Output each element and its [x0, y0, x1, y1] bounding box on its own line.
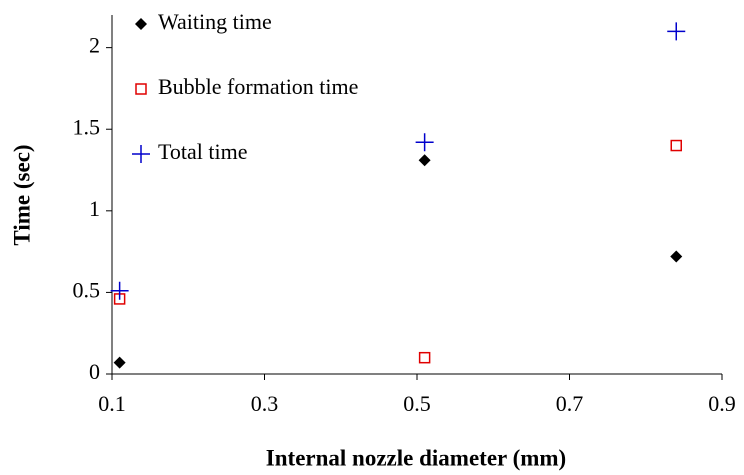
x-tick-label: 0.9 — [708, 391, 736, 416]
point — [113, 356, 126, 369]
y-tick-label: 0.5 — [73, 277, 101, 302]
y-axis-label: Time (sec) — [9, 144, 34, 245]
x-tick-label: 0.3 — [251, 391, 279, 416]
y-tick-label: 0 — [89, 359, 100, 384]
y-tick-label: 1 — [89, 196, 100, 221]
point — [667, 22, 686, 41]
legend-label: Waiting time — [158, 9, 272, 34]
y-tick-label: 1.5 — [73, 114, 101, 139]
x-tick-label: 0.1 — [98, 391, 126, 416]
legend-label: Bubble formation time — [158, 74, 358, 99]
point — [110, 281, 129, 300]
point — [418, 154, 431, 167]
point — [415, 133, 434, 152]
legend-marker — [132, 145, 150, 163]
point — [418, 351, 431, 364]
y-tick-label: 2 — [89, 33, 100, 58]
legend-label: Total time — [158, 139, 248, 164]
x-axis-label: Internal nozzle diameter (mm) — [266, 445, 566, 470]
x-tick-label: 0.5 — [403, 391, 431, 416]
point — [670, 139, 682, 152]
legend-marker — [135, 83, 147, 95]
legend-marker — [135, 18, 147, 30]
point — [670, 250, 683, 263]
x-tick-label: 0.7 — [556, 391, 584, 416]
